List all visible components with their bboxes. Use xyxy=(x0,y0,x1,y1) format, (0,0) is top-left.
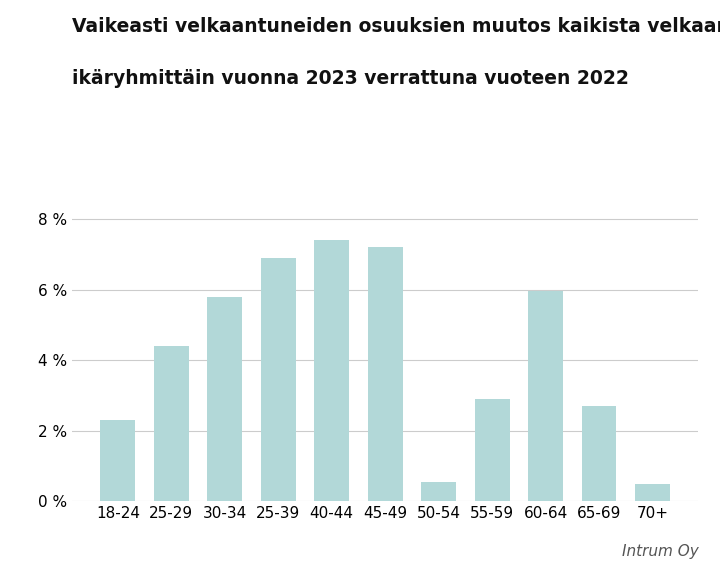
Bar xyxy=(582,406,616,501)
Bar xyxy=(421,482,456,501)
Bar xyxy=(474,399,510,501)
Text: ikäryhmittäin vuonna 2023 verrattuna vuoteen 2022: ikäryhmittäin vuonna 2023 verrattuna vuo… xyxy=(72,69,629,88)
Text: Intrum Oy: Intrum Oy xyxy=(621,544,698,559)
Bar xyxy=(528,291,563,501)
Bar xyxy=(154,346,189,501)
Bar xyxy=(315,240,349,501)
Bar xyxy=(207,297,242,501)
Bar xyxy=(368,248,402,501)
Bar xyxy=(261,258,296,501)
Bar xyxy=(635,483,670,501)
Text: Vaikeasti velkaantuneiden osuuksien muutos kaikista velkaantuneista: Vaikeasti velkaantuneiden osuuksien muut… xyxy=(72,17,720,36)
Bar xyxy=(101,420,135,501)
